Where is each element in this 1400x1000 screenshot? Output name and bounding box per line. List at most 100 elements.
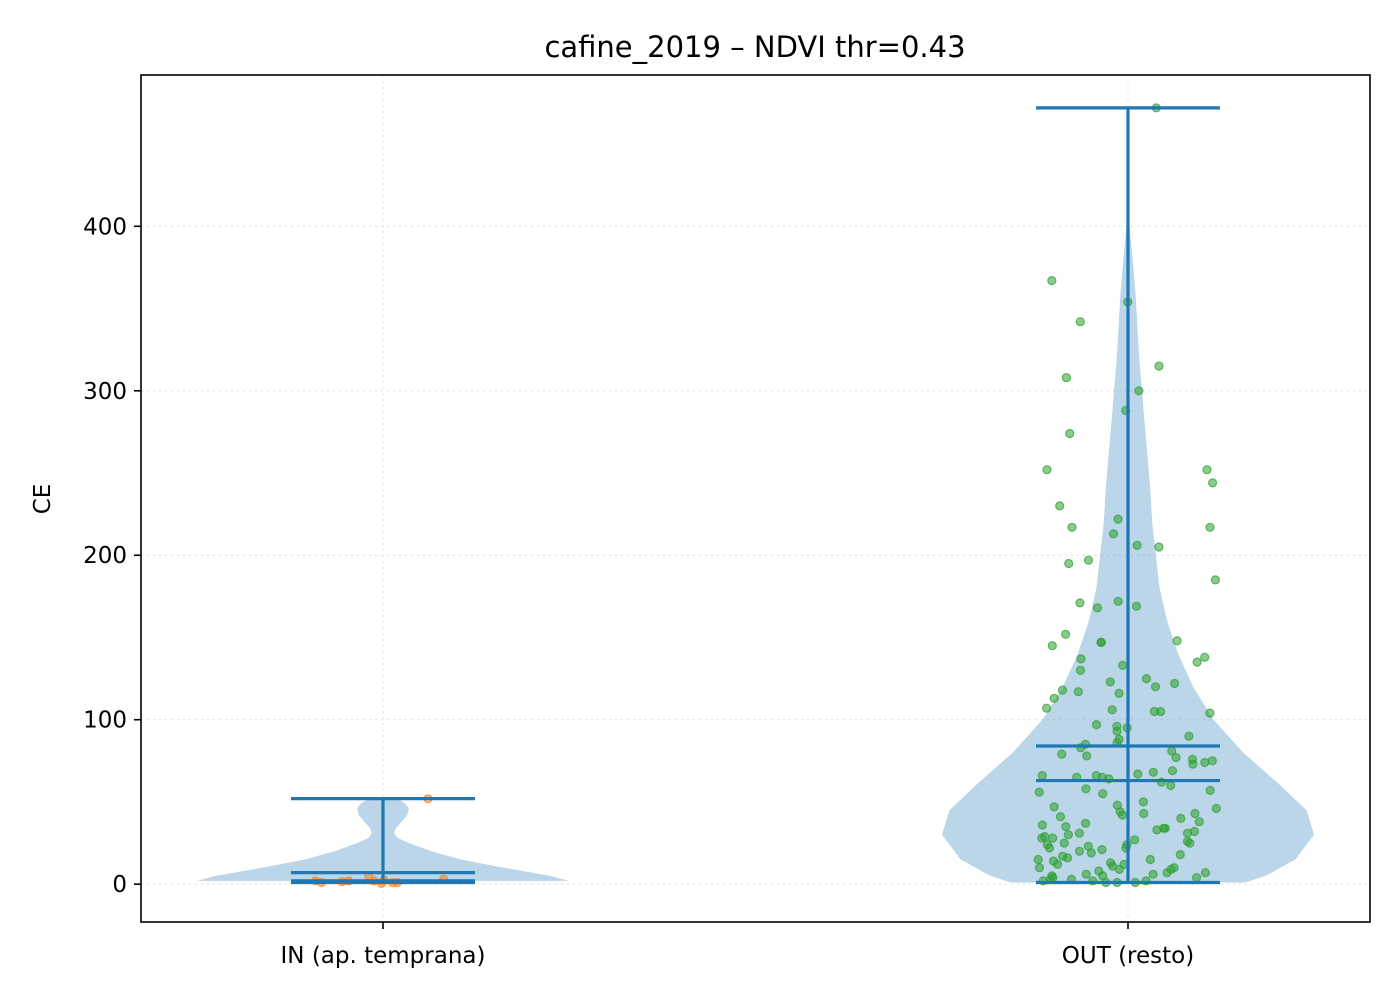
data-point [1063,830,1074,840]
chart-title: cafine_2019 – NDVI thr=0.43 [544,30,965,64]
data-point [1114,864,1124,875]
data-point [1042,465,1052,475]
data-point [1167,766,1178,776]
data-point [1175,849,1185,860]
data-point [1083,555,1094,565]
data-point [1098,789,1108,799]
data-point [1082,751,1092,761]
data-point [1049,802,1059,812]
data-point [1182,828,1193,838]
data-point [1047,641,1057,651]
data-point [1152,825,1162,835]
violin-layer [197,226,1314,883]
data-point [1074,846,1085,856]
data-point [1096,637,1106,648]
data-point [1076,654,1086,664]
data-point [1061,821,1071,832]
data-point [1162,868,1172,878]
data-point [1034,863,1045,873]
data-point [1086,848,1096,858]
x-tick-label: OUT (resto) [1062,943,1194,969]
data-point [1074,828,1085,838]
x-tick-label: IN (ap. temprana) [281,943,486,969]
data-point [1117,810,1128,820]
data-point [1176,813,1186,824]
data-point [1138,797,1149,807]
data-point [1055,812,1066,822]
y-tick-label: 200 [83,543,127,569]
data-point [1150,682,1161,692]
data-point [1097,844,1107,855]
data-point [1052,859,1063,870]
data-point [1037,833,1047,843]
y-axis-label: CE [30,484,56,515]
data-point [1108,529,1119,539]
data-point [1091,719,1102,730]
data-point [1037,820,1048,830]
data-point [1075,598,1085,608]
data-point [1141,673,1152,684]
data-point [1192,657,1202,667]
data-point [1047,276,1057,286]
data-point [1114,688,1124,699]
y-tick-label: 0 [112,872,127,898]
data-point [1194,817,1204,827]
data-point [1184,731,1194,741]
data-point [1055,501,1065,511]
y-tick-label: 400 [83,214,127,240]
data-point [1057,685,1068,695]
data-point [1200,652,1210,662]
data-point [1207,756,1217,766]
data-point [1171,752,1181,763]
data-point [1041,703,1052,713]
data-point [1105,677,1115,687]
data-point [1200,868,1211,878]
data-point [1048,833,1058,843]
data-point [1148,869,1158,879]
data-point [1205,522,1215,532]
data-point [1060,629,1071,639]
data-point [1188,759,1198,769]
data-point [1154,542,1164,552]
data-point [1112,726,1122,736]
data-point [1075,665,1086,676]
plot-frame [140,74,1371,923]
data-point [1191,872,1202,883]
bars-layer [291,106,1220,885]
data-point [1118,660,1128,671]
data-point [1113,514,1123,524]
data-point [1148,767,1158,777]
data-point [1205,708,1215,718]
data-point [1200,757,1210,768]
tick-layer: 0 100 200 300 400 IN (ap. temprana) OUT (resto… [83,214,1194,969]
data-point [1065,428,1075,439]
data-point [1073,687,1083,697]
data-point [1169,678,1180,689]
data-point [1133,769,1143,779]
data-point [1107,705,1117,715]
data-point [1092,603,1103,613]
data-point [1064,558,1074,569]
data-point [1210,575,1221,585]
data-point [1130,835,1140,845]
data-point [1081,784,1091,794]
data-point [1166,780,1176,791]
data-point [1207,478,1218,488]
data-point [1211,803,1221,814]
data-point [1202,465,1212,475]
data-point [1075,317,1085,327]
data-point [1062,853,1073,863]
data-point [1154,361,1164,371]
data-point [1131,601,1142,611]
data-point [1134,386,1144,396]
y-tick-label: 300 [83,379,127,405]
data-point [1033,854,1043,865]
data-point [1049,693,1059,703]
data-point [1080,818,1091,828]
data-point [1149,706,1160,717]
data-point [1113,596,1123,606]
data-point [1145,854,1155,865]
data-point [1044,843,1055,853]
data-point [1190,808,1200,819]
